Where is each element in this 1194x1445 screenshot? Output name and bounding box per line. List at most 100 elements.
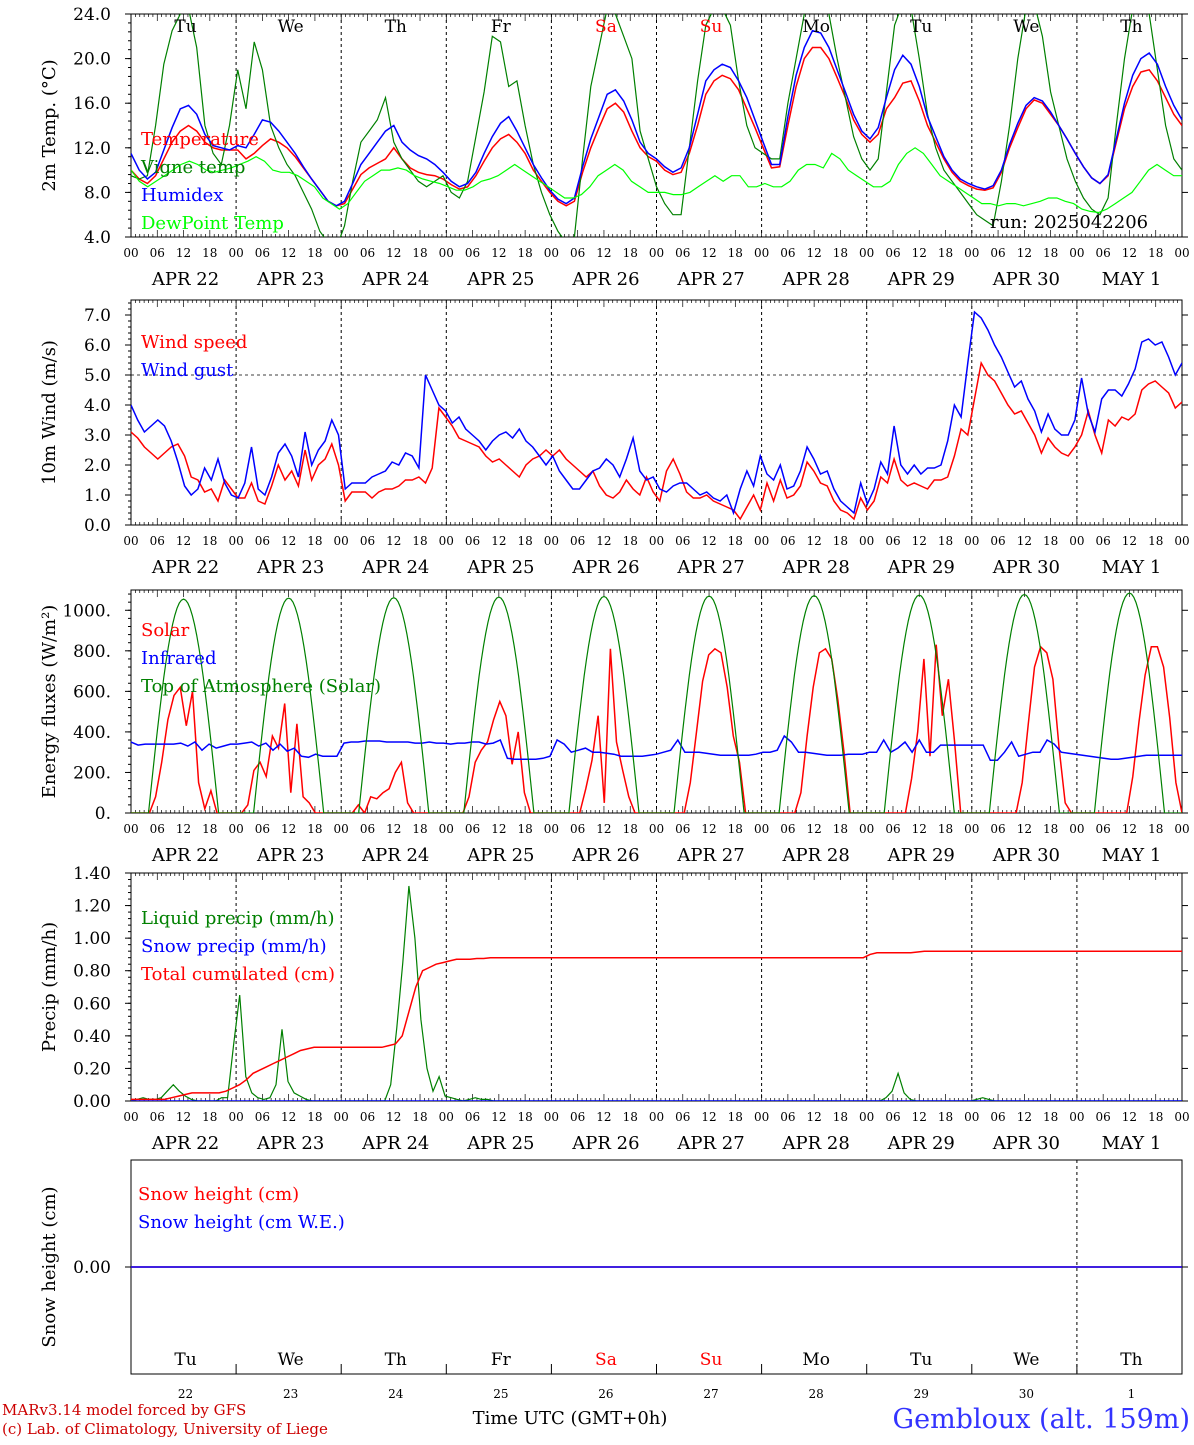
hour-tick-label: 06 (570, 1110, 585, 1124)
hour-tick-label: 00 (544, 534, 559, 548)
date-label: APR 27 (676, 269, 744, 290)
series-line-top-of-atmosphere-solar- (131, 592, 1182, 813)
hour-tick-label: 06 (885, 1110, 900, 1124)
hour-tick-label: 18 (1148, 246, 1163, 260)
hour-tick-label: 00 (123, 246, 138, 260)
hour-tick-label: 06 (360, 534, 375, 548)
hour-tick-label: 00 (1069, 822, 1084, 836)
hour-tick-label: 06 (465, 1110, 480, 1124)
date-label: APR 29 (887, 557, 955, 578)
date-label: APR 25 (466, 557, 534, 578)
ytick-label: 8.0 (84, 183, 111, 203)
weekday-label: We (278, 17, 304, 37)
panel-3: 0. 200. 400. 600. 800. 1000.Energy fluxes (W/… (39, 589, 1190, 866)
hour-tick-label: 00 (544, 1110, 559, 1124)
hour-tick-label: 00 (228, 1110, 243, 1124)
date-label: APR 30 (992, 269, 1060, 290)
ytick-label: 200. (73, 763, 111, 783)
hour-tick-label: 18 (833, 822, 848, 836)
ytick-label: 1.20 (73, 897, 111, 917)
hour-tick-label: 00 (649, 534, 664, 548)
ytick-label: 0.60 (73, 994, 111, 1014)
hour-tick-label: 12 (1122, 534, 1137, 548)
hour-tick-label: 06 (465, 246, 480, 260)
ytick-label: 5.0 (84, 366, 111, 386)
hour-tick-label: 00 (544, 246, 559, 260)
hour-tick-label: 00 (123, 534, 138, 548)
ytick-label: 0.20 (73, 1059, 111, 1079)
hour-tick-label: 12 (281, 1110, 296, 1124)
y-axis-label: 10m Wind (m/s) (39, 340, 60, 485)
day-number-label: 28 (809, 1387, 824, 1401)
ytick-label: 0. (95, 804, 111, 824)
hour-tick-label: 18 (202, 1110, 217, 1124)
series-group (131, 14, 1182, 237)
hour-tick-label: 00 (859, 246, 874, 260)
day-number-label: 29 (914, 1387, 929, 1401)
legend-humidex: Humidex (141, 185, 223, 206)
date-label: APR 24 (361, 557, 429, 578)
hour-tick-label: 06 (570, 534, 585, 548)
weekday-label: Mo (802, 1350, 830, 1370)
hour-tick-label: 00 (334, 1110, 349, 1124)
date-label: APR 29 (887, 845, 955, 866)
hour-tick-label: 00 (649, 1110, 664, 1124)
hour-tick-label: 18 (1148, 822, 1163, 836)
hour-tick-label: 12 (596, 534, 611, 548)
day-number-label: 30 (1019, 1387, 1034, 1401)
ytick-label: 0.80 (73, 962, 111, 982)
hour-tick-label: 12 (807, 534, 822, 548)
hour-tick-label: 00 (964, 534, 979, 548)
hour-tick-label: 00 (1174, 822, 1189, 836)
hour-tick-label: 12 (491, 246, 506, 260)
weekday-label: Tu (910, 17, 932, 37)
hour-tick-label: 00 (439, 822, 454, 836)
hour-tick-label: 12 (491, 1110, 506, 1124)
hour-tick-label: 00 (1069, 246, 1084, 260)
hour-tick-label: 06 (675, 1110, 690, 1124)
hour-tick-label: 00 (123, 822, 138, 836)
hour-tick-label: 12 (1017, 1110, 1032, 1124)
weekday-label: Su (700, 17, 723, 37)
ytick-label: 1000. (62, 601, 111, 621)
hour-tick-label: 06 (255, 1110, 270, 1124)
series-line-dewpoint-temp (131, 147, 1182, 214)
hour-tick-label: 12 (912, 534, 927, 548)
hour-tick-label: 18 (1148, 534, 1163, 548)
hour-tick-label: 18 (938, 246, 953, 260)
weekday-label: We (1013, 17, 1039, 37)
day-number-label: 26 (598, 1387, 613, 1401)
hour-tick-label: 12 (912, 1110, 927, 1124)
hour-tick-label: 00 (754, 1110, 769, 1124)
hour-tick-label: 18 (412, 822, 427, 836)
hour-tick-label: 00 (1069, 1110, 1084, 1124)
hour-tick-label: 18 (623, 1110, 638, 1124)
plot-frame (130, 589, 1183, 814)
legend-snow-precip-mm-h-: Snow precip (mm/h) (141, 936, 327, 957)
hour-tick-label: 00 (964, 1110, 979, 1124)
hour-tick-label: 06 (780, 246, 795, 260)
weekday-label: Fr (491, 1350, 512, 1370)
ytick-label: 600. (73, 682, 111, 702)
hour-tick-label: 00 (123, 1110, 138, 1124)
panel-2: 0.0 1.0 2.0 3.0 4.0 5.0 6.0 7.0 10m Wind (m/s) 00… (39, 299, 1190, 578)
hour-tick-label: 18 (307, 246, 322, 260)
hour-tick-label: 18 (517, 534, 532, 548)
hour-tick-label: 12 (1122, 822, 1137, 836)
hour-tick-label: 18 (202, 822, 217, 836)
hour-tick-label: 12 (912, 246, 927, 260)
ytick-label: 1.40 (73, 864, 111, 884)
ytick-label: 0.00 (73, 1092, 111, 1112)
hour-tick-label: 12 (491, 534, 506, 548)
hour-tick-label: 00 (649, 822, 664, 836)
date-label: APR 22 (151, 557, 219, 578)
series-group (131, 310, 1182, 521)
date-label: APR 26 (571, 845, 639, 866)
hour-tick-label: 06 (1096, 534, 1111, 548)
hour-tick-label: 00 (228, 246, 243, 260)
date-label: APR 25 (466, 845, 534, 866)
hour-tick-label: 06 (885, 534, 900, 548)
date-label: APR 27 (676, 845, 744, 866)
hour-tick-label: 12 (176, 246, 191, 260)
